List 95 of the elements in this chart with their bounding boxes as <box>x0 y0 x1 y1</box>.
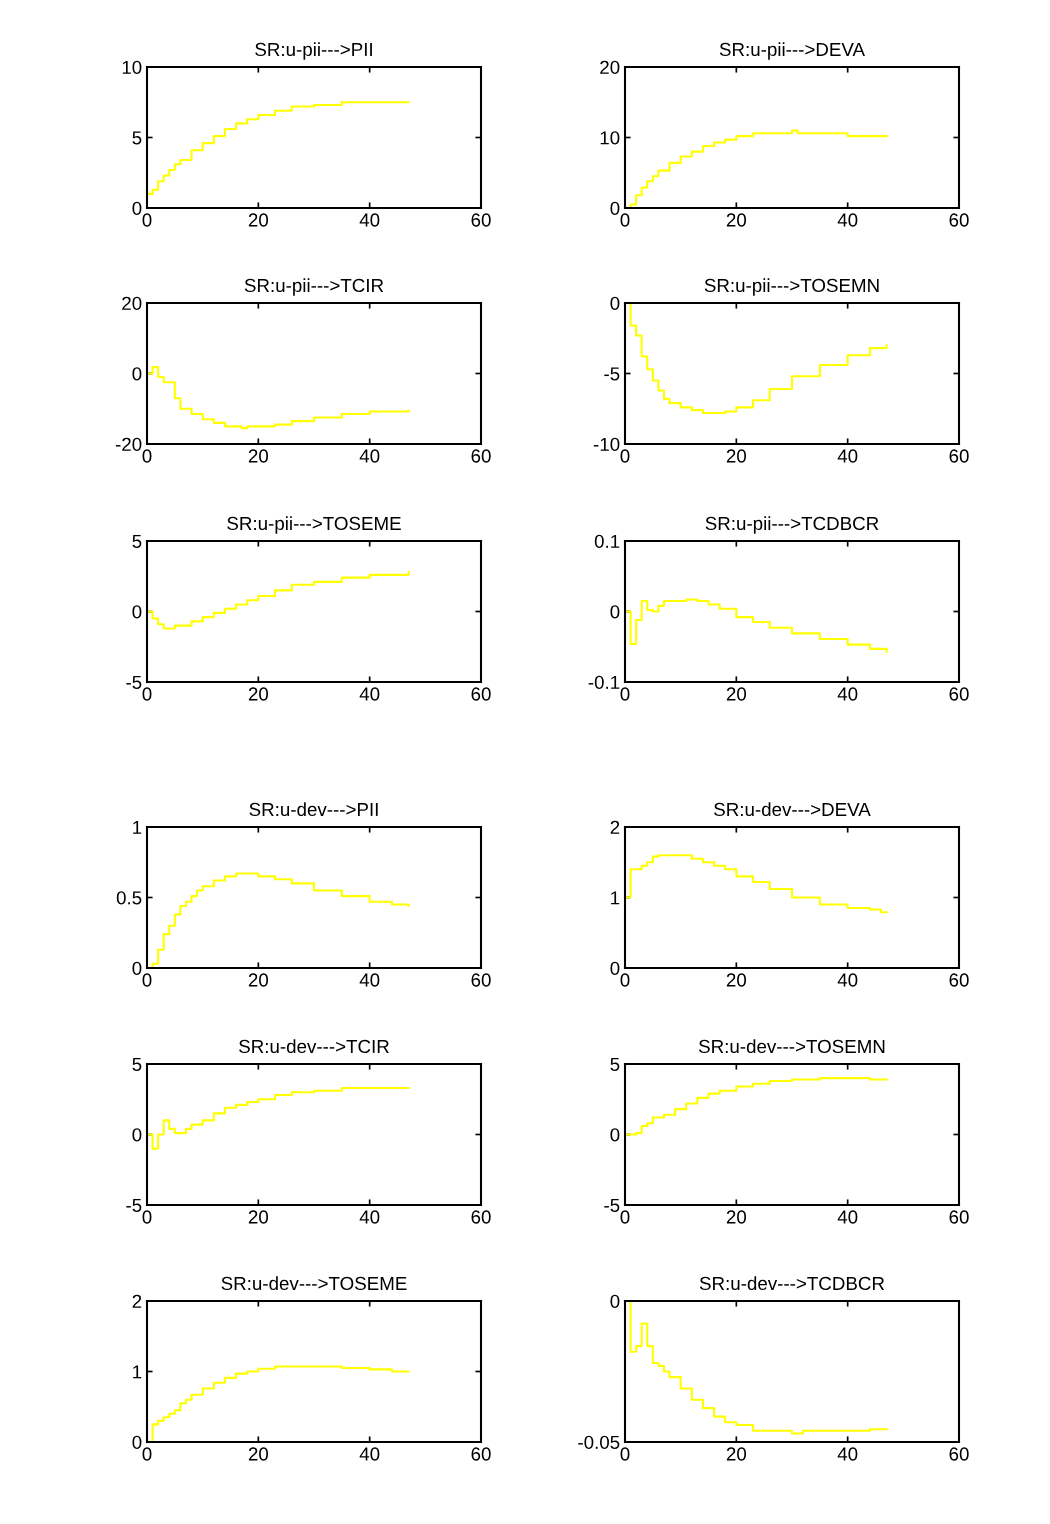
x-tick-label: 0 <box>620 687 630 701</box>
x-tick-label: 40 <box>359 213 380 227</box>
x-tick-label: 20 <box>248 973 269 987</box>
x-tick-label: 40 <box>359 1210 380 1224</box>
x-tick-label: 60 <box>471 213 491 227</box>
chart-title: SR:u-dev--->TOSEME <box>221 1276 407 1291</box>
y-tick-label: -0.1 <box>588 675 620 689</box>
y-tick-label: 2 <box>132 1294 142 1308</box>
x-tick-label: 60 <box>949 213 969 227</box>
y-tick-label: 0 <box>610 1294 620 1308</box>
x-tick-label: 20 <box>726 1447 747 1461</box>
chart-title: SR:u-dev--->TCIR <box>239 1039 389 1054</box>
x-tick-label: 40 <box>837 1447 858 1461</box>
x-tick-label: 0 <box>142 973 152 987</box>
x-tick-label: 0 <box>142 687 152 701</box>
y-tick-label: 0.5 <box>116 891 142 905</box>
x-tick-label: 0 <box>142 213 152 227</box>
chart-title: SR:u-pii--->PII <box>255 42 372 60</box>
chart-title: SR:u-dev--->PII <box>249 802 378 817</box>
x-tick-label: 0 <box>142 1447 152 1461</box>
y-tick-label: 0 <box>132 201 142 215</box>
y-tick-label: 0 <box>610 605 620 619</box>
x-tick-label: 40 <box>837 449 858 463</box>
x-tick-label: 0 <box>620 973 630 987</box>
y-tick-label: 1 <box>133 820 142 834</box>
x-tick-label: 40 <box>359 449 380 463</box>
x-tick-label: 40 <box>359 1447 380 1461</box>
x-tick-label: 0 <box>620 213 630 227</box>
chart-title: SR:u-pii--->TOSEME <box>227 516 401 534</box>
chart-title: SR:u-pii--->TCDBCR <box>705 516 879 534</box>
x-tick-label: 60 <box>949 1447 969 1461</box>
x-tick-label: 60 <box>949 973 969 987</box>
x-tick-label: 0 <box>620 449 630 463</box>
x-tick-label: 20 <box>726 973 747 987</box>
y-tick-label: 2 <box>610 820 620 834</box>
chart-title: SR:u-dev--->TCDBCR <box>699 1276 885 1291</box>
x-tick-label: 60 <box>949 1210 969 1224</box>
y-tick-label: 0 <box>132 1128 142 1142</box>
y-tick-label: 0 <box>132 1435 142 1449</box>
y-tick-label: 0.1 <box>594 534 620 548</box>
x-tick-label: 20 <box>726 1210 747 1224</box>
x-tick-label: 40 <box>837 973 858 987</box>
x-tick-label: 20 <box>726 687 747 701</box>
y-tick-label: 5 <box>132 131 142 145</box>
x-tick-label: 0 <box>620 1447 630 1461</box>
x-tick-label: 60 <box>471 449 491 463</box>
y-tick-label: 0 <box>132 961 142 975</box>
y-tick-label: 0 <box>610 961 620 975</box>
y-tick-label: 20 <box>122 296 142 310</box>
x-tick-label: 60 <box>949 449 969 463</box>
x-tick-label: 20 <box>726 213 747 227</box>
x-tick-label: 60 <box>471 687 491 701</box>
x-tick-label: 40 <box>359 973 380 987</box>
x-tick-label: 60 <box>471 1447 491 1461</box>
y-tick-label: -5 <box>604 367 620 381</box>
x-tick-label: 0 <box>142 449 152 463</box>
x-tick-label: 20 <box>248 213 269 227</box>
y-tick-label: -5 <box>126 675 142 689</box>
y-tick-label: -5 <box>604 1198 620 1212</box>
x-tick-label: 20 <box>726 449 747 463</box>
y-tick-label: -5 <box>126 1198 142 1212</box>
y-tick-label: 0 <box>610 296 620 310</box>
x-tick-label: 40 <box>837 687 858 701</box>
y-tick-label: 10 <box>122 60 142 74</box>
y-tick-label: -0.05 <box>578 1435 620 1449</box>
chart-title: SR:u-pii--->TOSEMN <box>704 278 879 296</box>
chart-title: SR:u-dev--->TOSEMN <box>698 1039 885 1054</box>
y-tick-label: 0 <box>610 1128 620 1142</box>
y-tick-label: 1 <box>133 1365 142 1379</box>
y-tick-label: 1 <box>611 891 620 905</box>
chart-title: SR:u-dev--->DEVA <box>714 802 871 817</box>
y-tick-label: 0 <box>610 201 620 215</box>
x-tick-label: 60 <box>471 1210 491 1224</box>
x-tick-label: 0 <box>142 1210 152 1224</box>
x-tick-label: 40 <box>837 213 858 227</box>
x-tick-label: 40 <box>837 1210 858 1224</box>
x-tick-label: 40 <box>359 687 380 701</box>
x-tick-label: 60 <box>949 687 969 701</box>
y-tick-label: 5 <box>132 534 142 548</box>
x-tick-label: 20 <box>248 449 269 463</box>
y-tick-label: 10 <box>600 131 620 145</box>
x-tick-label: 20 <box>248 687 269 701</box>
chart-title: SR:u-pii--->DEVA <box>719 42 865 60</box>
x-tick-label: 60 <box>471 973 491 987</box>
y-tick-label: 5 <box>132 1057 142 1071</box>
x-tick-label: 0 <box>620 1210 630 1224</box>
chart-title: SR:u-pii--->TCIR <box>244 278 384 296</box>
y-tick-label: -10 <box>593 437 620 451</box>
y-tick-label: 0 <box>132 605 142 619</box>
y-tick-label: 20 <box>600 60 620 74</box>
x-tick-label: 20 <box>248 1447 269 1461</box>
y-tick-label: -20 <box>115 437 142 451</box>
y-tick-label: 0 <box>132 367 142 381</box>
y-tick-label: 5 <box>610 1057 620 1071</box>
x-tick-label: 20 <box>248 1210 269 1224</box>
